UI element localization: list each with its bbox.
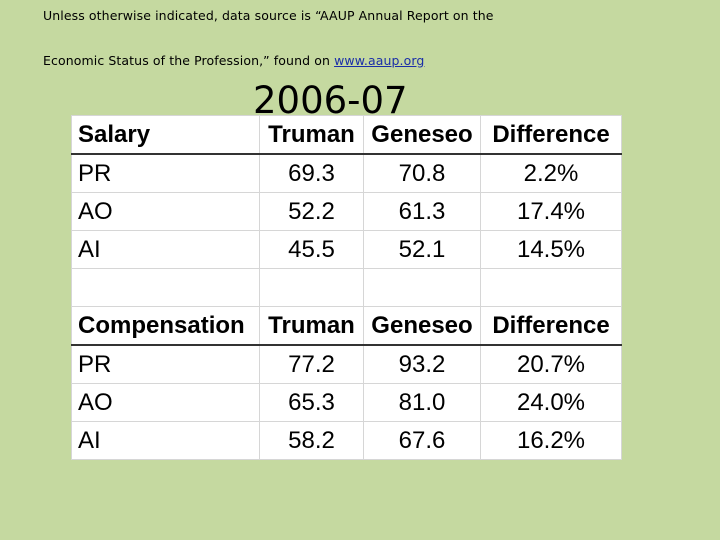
compensation-header-row: Compensation Truman Geneseo Difference — [71, 306, 622, 346]
truman-value: 65.3 — [259, 383, 364, 422]
year-title: 2006-07 — [253, 79, 408, 122]
row-rank: AI — [71, 421, 260, 460]
geneseo-value: 67.6 — [363, 421, 481, 460]
table-row: AI 58.2 67.6 16.2% — [71, 421, 622, 460]
geneseo-value: 70.8 — [363, 153, 481, 193]
difference-value: 16.2% — [480, 421, 622, 460]
table-row: PR 77.2 93.2 20.7% — [71, 344, 622, 384]
table-row: AI 45.5 52.1 14.5% — [71, 230, 622, 269]
blank-cell — [259, 268, 364, 307]
compensation-header-geneseo: Geneseo — [363, 306, 481, 346]
aaup-link[interactable]: www.aaup.org — [334, 53, 425, 68]
geneseo-value: 81.0 — [363, 383, 481, 422]
source-note-line-2: Economic Status of the Profession,” foun… — [43, 53, 424, 68]
row-rank: AO — [71, 383, 260, 422]
comparison-table-container: Salary Truman Geneseo Difference PR 69.3… — [71, 115, 622, 460]
row-rank: AI — [71, 230, 260, 269]
comparison-table: Salary Truman Geneseo Difference PR 69.3… — [71, 115, 622, 460]
source-note-line-1: Unless otherwise indicated, data source … — [43, 8, 494, 23]
salary-header-label: Salary — [71, 115, 260, 155]
blank-spacer-row — [71, 268, 622, 307]
row-rank: PR — [71, 153, 260, 193]
compensation-header-label: Compensation — [71, 306, 260, 346]
difference-value: 17.4% — [480, 192, 622, 231]
salary-header-truman: Truman — [259, 115, 364, 155]
difference-value: 2.2% — [480, 153, 622, 193]
geneseo-value: 61.3 — [363, 192, 481, 231]
difference-value: 20.7% — [480, 344, 622, 384]
truman-value: 69.3 — [259, 153, 364, 193]
truman-value: 52.2 — [259, 192, 364, 231]
truman-value: 45.5 — [259, 230, 364, 269]
salary-header-row: Salary Truman Geneseo Difference — [71, 115, 622, 155]
row-rank: AO — [71, 192, 260, 231]
table-row: AO 52.2 61.3 17.4% — [71, 192, 622, 231]
compensation-header-truman: Truman — [259, 306, 364, 346]
source-note-text: Economic Status of the Profession,” foun… — [43, 53, 335, 68]
truman-value: 77.2 — [259, 344, 364, 384]
compensation-header-difference: Difference — [480, 306, 622, 346]
table-row: PR 69.3 70.8 2.2% — [71, 153, 622, 193]
geneseo-value: 93.2 — [363, 344, 481, 384]
row-rank: PR — [71, 344, 260, 384]
blank-cell — [480, 268, 622, 307]
salary-header-difference: Difference — [480, 115, 622, 155]
truman-value: 58.2 — [259, 421, 364, 460]
geneseo-value: 52.1 — [363, 230, 481, 269]
blank-cell — [71, 268, 260, 307]
difference-value: 24.0% — [480, 383, 622, 422]
difference-value: 14.5% — [480, 230, 622, 269]
blank-cell — [363, 268, 481, 307]
table-row: AO 65.3 81.0 24.0% — [71, 383, 622, 422]
